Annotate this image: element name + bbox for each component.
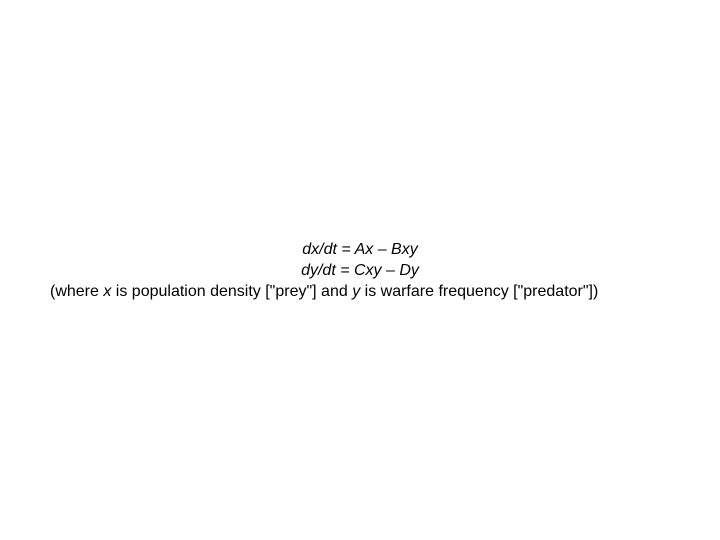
explanation-line: (where x is population density ["prey"] … xyxy=(50,282,670,303)
equation-line-2: dy/dt = Cxy – Dy xyxy=(50,261,670,282)
equation-content: dx/dt = Ax – Bxy dy/dt = Cxy – Dy (where… xyxy=(50,240,670,302)
explanation-text-1: (where xyxy=(50,283,103,300)
variable-y: y xyxy=(352,283,360,300)
explanation-text-2: is population density ["prey"] and xyxy=(111,283,352,300)
explanation-text-3: is warfare frequency ["predator"]) xyxy=(360,283,598,300)
equation-line-1: dx/dt = Ax – Bxy xyxy=(50,240,670,261)
